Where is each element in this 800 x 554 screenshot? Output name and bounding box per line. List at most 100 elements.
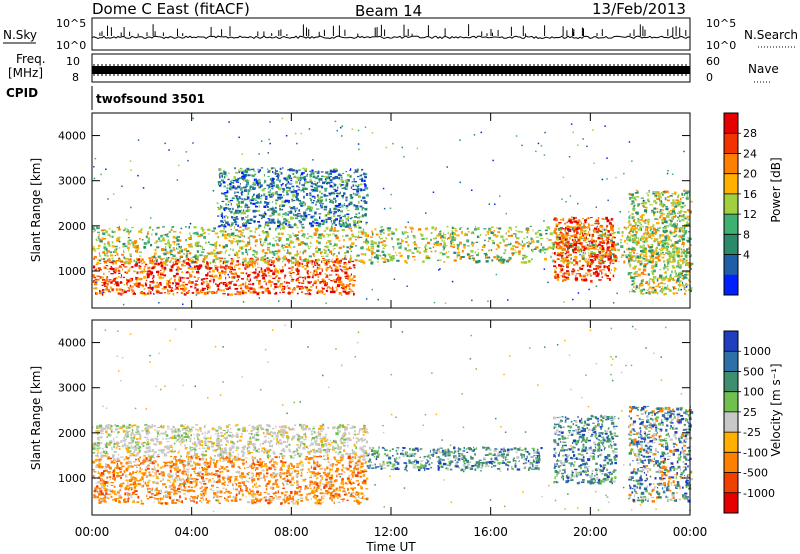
data-cell [657,277,661,279]
data-cell [173,275,177,277]
data-cell [290,226,294,229]
data-cell [650,250,653,254]
data-cell [412,252,415,254]
data-cell [652,227,656,230]
data-cell [631,290,634,293]
data-cell [554,274,556,276]
data-cell [317,279,319,282]
data-cell [404,260,407,263]
data-cell [567,273,571,276]
data-cell [571,270,575,273]
data-cell [560,268,563,272]
data-cell [439,236,442,239]
data-cell [578,260,581,263]
data-cell [242,282,244,286]
data-cell [451,238,453,241]
data-cell [511,253,514,256]
data-cell [329,184,333,188]
data-cell [466,253,470,255]
data-cell [333,207,337,210]
data-cell [337,262,341,265]
data-cell [624,239,627,243]
data-cell [228,234,230,237]
data-cell [239,197,242,200]
data-cell [118,247,121,249]
data-cell [628,260,631,263]
data-cell [373,241,378,245]
data-cell [607,255,609,259]
data-cell [640,271,645,275]
data-cell [267,266,270,269]
data-cell [287,233,289,236]
data-cell [236,280,238,282]
data-cell [304,214,308,218]
data-cell [576,231,579,235]
data-cell [649,246,653,249]
data-cell [286,252,288,254]
data-cell [315,200,319,203]
data-cell [515,230,518,232]
data-cell [599,266,602,268]
data-cell [652,278,655,280]
data-cell [644,203,646,205]
data-cell [447,232,450,235]
data-cell [669,260,672,263]
data-cell [141,227,143,230]
data-cell [670,239,672,242]
data-cell [291,288,294,291]
data-cell [169,261,171,263]
data-cell [243,241,245,243]
data-cell [207,233,210,235]
data-cell [571,218,575,220]
data-cell [137,272,139,275]
data-cell [393,247,395,251]
data-cell [241,240,244,243]
data-cell [365,241,368,244]
data-cell [153,252,157,255]
data-cell [117,269,121,272]
data-cell [594,223,598,225]
data-cell [255,268,257,271]
data-cell [297,213,301,215]
data-cell [407,244,409,246]
data-cell [664,228,667,230]
data-cell [140,231,143,234]
data-cell [356,255,358,258]
data-cell [597,272,600,276]
data-cell [668,219,672,221]
data-cell [277,212,281,216]
data-cell [630,275,632,278]
data-cell [303,236,305,238]
data-cell [672,207,675,210]
data-cell [279,291,281,294]
data-cell [652,281,655,284]
data-cell [474,251,476,254]
data-cell [317,200,320,202]
data-cell [333,182,335,185]
data-cell [655,247,657,251]
data-cell [361,260,365,264]
data-cell [354,259,358,262]
data-cell [642,250,646,253]
data-cell [252,209,256,213]
cpid-row: CPID twofsound 3501 [6,86,205,110]
data-cell [236,260,240,263]
data-cell [185,254,188,258]
nsearch-tick-bottom: 10^0 [706,39,736,52]
data-cell [285,243,289,245]
data-cell [302,259,306,262]
data-cell [295,196,298,198]
data-cell [246,206,250,208]
data-cell [199,254,203,257]
data-cell [628,192,631,195]
data-cell [667,268,669,271]
data-cell [272,187,274,190]
data-cell [648,290,651,294]
data-cell [317,276,320,278]
data-cell [669,252,672,255]
data-cell [151,266,155,269]
data-cell [96,227,100,229]
data-cell [235,195,238,199]
data-cell [338,276,342,278]
data-cell [449,234,451,238]
